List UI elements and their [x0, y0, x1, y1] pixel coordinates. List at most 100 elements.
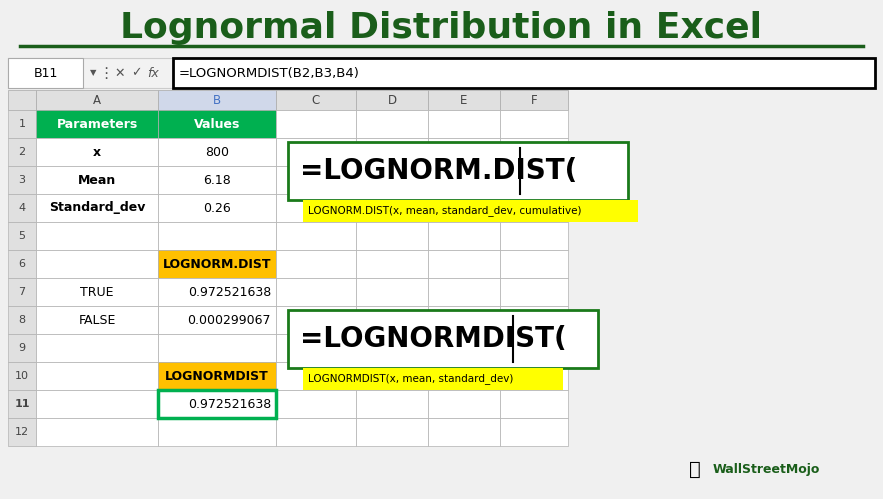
Bar [158, 166, 276, 194]
Text: Standard_dev: Standard_dev [49, 202, 145, 215]
Text: C: C [312, 93, 321, 106]
Bar [36, 250, 158, 278]
Bar [500, 166, 568, 194]
Bar [500, 278, 568, 306]
Text: 12: 12 [15, 427, 29, 437]
Bar [356, 194, 428, 222]
Bar [356, 306, 428, 334]
Bar [356, 90, 428, 110]
Bar [8, 334, 36, 362]
Text: WallStreetMojo: WallStreetMojo [713, 463, 820, 476]
Bar [36, 110, 158, 138]
Text: F: F [531, 93, 538, 106]
Bar [158, 250, 276, 278]
Bar [356, 334, 428, 362]
Bar [8, 194, 36, 222]
Bar [428, 306, 500, 334]
Bar [428, 362, 500, 390]
Bar [8, 90, 36, 110]
Bar [8, 250, 36, 278]
Bar [8, 390, 36, 418]
Bar [500, 306, 568, 334]
Text: 2: 2 [19, 147, 26, 157]
Text: 7: 7 [19, 287, 26, 297]
Bar [428, 166, 500, 194]
Bar [428, 418, 500, 446]
Bar [158, 194, 276, 222]
Text: 🐢: 🐢 [689, 460, 701, 479]
Bar [8, 418, 36, 446]
Text: 11: 11 [14, 399, 30, 409]
Text: FALSE: FALSE [79, 313, 116, 326]
Text: Parameters: Parameters [57, 117, 138, 131]
Bar [356, 362, 428, 390]
Bar [276, 194, 356, 222]
Bar [356, 222, 428, 250]
Bar [356, 110, 428, 138]
Bar [36, 334, 158, 362]
Text: LOGNORMDIST: LOGNORMDIST [165, 369, 269, 383]
Text: 0.972521638: 0.972521638 [188, 398, 271, 411]
Bar [276, 138, 356, 166]
Text: 6: 6 [19, 259, 26, 269]
Bar [8, 110, 36, 138]
Bar [276, 390, 356, 418]
Text: =LOGNORM.DIST(: =LOGNORM.DIST( [300, 157, 577, 185]
Bar [36, 418, 158, 446]
Text: ✓: ✓ [131, 66, 141, 79]
Text: ⋮: ⋮ [98, 65, 114, 80]
Text: 0.972521638: 0.972521638 [188, 398, 271, 411]
Bar [8, 138, 36, 166]
Bar [428, 278, 500, 306]
Bar [276, 306, 356, 334]
Text: ▼: ▼ [90, 68, 96, 77]
Text: =LOGNORMDIST(B2,B3,B4): =LOGNORMDIST(B2,B3,B4) [179, 66, 360, 79]
Bar [500, 418, 568, 446]
Bar [356, 390, 428, 418]
Bar [36, 278, 158, 306]
Text: 4: 4 [19, 203, 26, 213]
Text: 0.972521638: 0.972521638 [188, 285, 271, 298]
Bar [500, 250, 568, 278]
Bar [276, 250, 356, 278]
Bar [158, 222, 276, 250]
Bar [356, 278, 428, 306]
Bar [8, 362, 36, 390]
Bar [158, 278, 276, 306]
Bar [8, 90, 568, 446]
Bar [276, 334, 356, 362]
Bar [158, 306, 276, 334]
Bar [36, 306, 158, 334]
Text: 3: 3 [19, 175, 26, 185]
Text: Mean: Mean [78, 174, 117, 187]
Text: 9: 9 [19, 343, 26, 353]
Bar [428, 334, 500, 362]
Bar [288, 142, 628, 200]
Text: LOGNORM.DIST(x, mean, standard_dev, cumulative): LOGNORM.DIST(x, mean, standard_dev, cumu… [308, 206, 582, 217]
Text: D: D [388, 93, 396, 106]
Text: fx: fx [147, 66, 159, 79]
Bar [276, 418, 356, 446]
Bar [158, 138, 276, 166]
Bar [356, 418, 428, 446]
Text: B11: B11 [34, 66, 57, 79]
Bar [158, 390, 276, 418]
Text: 8: 8 [19, 315, 26, 325]
Bar [500, 194, 568, 222]
Bar [428, 110, 500, 138]
Text: ✕: ✕ [115, 66, 125, 79]
Bar [8, 58, 875, 88]
Bar [276, 278, 356, 306]
Bar [303, 200, 638, 222]
Bar [276, 110, 356, 138]
Bar [288, 310, 598, 368]
Bar [500, 110, 568, 138]
Bar [303, 368, 563, 390]
Bar [276, 362, 356, 390]
Bar [36, 194, 158, 222]
Bar [500, 138, 568, 166]
Bar [356, 250, 428, 278]
Bar [36, 90, 158, 110]
Bar [8, 306, 36, 334]
Text: 5: 5 [19, 231, 26, 241]
